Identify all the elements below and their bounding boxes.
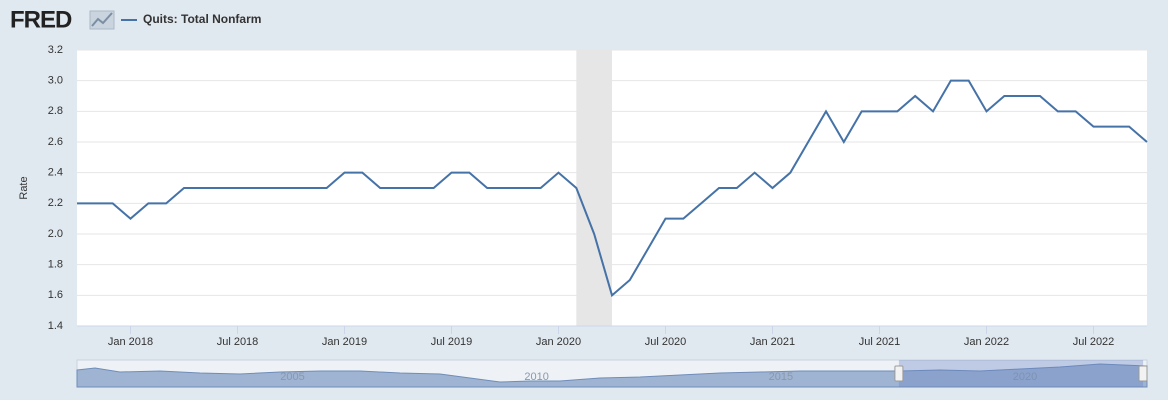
y-axis-title: Rate <box>18 176 30 199</box>
x-tick-label: Jul 2021 <box>859 336 901 348</box>
navigator-tick-label: 2015 <box>769 371 793 383</box>
y-tick-label: 2.6 <box>48 136 63 148</box>
x-tick-label: Jan 2019 <box>322 336 367 348</box>
navigator-tick-label: 2005 <box>280 371 304 383</box>
x-tick-label: Jul 2018 <box>217 336 259 348</box>
y-tick-label: 3.2 <box>48 44 63 56</box>
logo-icon <box>89 10 115 30</box>
navigator-tick-label: 2010 <box>524 371 548 383</box>
x-tick-label: Jan 2020 <box>536 336 581 348</box>
y-tick-label: 2.8 <box>48 105 63 117</box>
x-tick-label: Jul 2019 <box>431 336 473 348</box>
x-tick-label: Jul 2022 <box>1073 336 1115 348</box>
navigator-handle[interactable] <box>1138 365 1148 382</box>
y-tick-label: 2.4 <box>48 167 63 179</box>
recession-band <box>576 50 612 326</box>
navigator-series <box>76 363 1148 388</box>
navigator-tick-label: 2020 <box>1013 371 1037 383</box>
y-tick-label: 1.6 <box>48 289 63 301</box>
navigator-handle[interactable] <box>894 365 904 382</box>
y-tick-label: 1.8 <box>48 259 63 271</box>
y-tick-label: 3.0 <box>48 75 63 87</box>
x-tick-label: Jan 2021 <box>750 336 795 348</box>
series-line <box>77 79 1148 298</box>
y-tick-label: 2.0 <box>48 228 63 240</box>
logo: FRED <box>10 6 72 33</box>
y-tick-label: 1.4 <box>48 320 63 332</box>
x-tick-label: Jan 2022 <box>964 336 1009 348</box>
x-tick-label: Jan 2018 <box>108 336 153 348</box>
y-tick-label: 2.2 <box>48 197 63 209</box>
legend-label: Quits: Total Nonfarm <box>143 12 261 26</box>
navigator-selection <box>898 360 1144 387</box>
x-tick-label: Jul 2020 <box>645 336 687 348</box>
